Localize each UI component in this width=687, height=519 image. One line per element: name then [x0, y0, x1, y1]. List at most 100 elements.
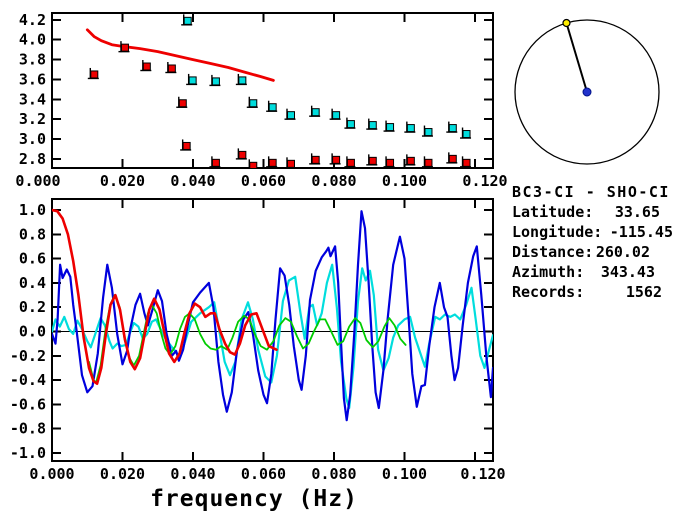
data-point-square [311, 155, 320, 164]
data-point-square [448, 124, 457, 133]
center-station-dot [582, 87, 592, 97]
red-reference-curve [85, 28, 275, 82]
blue-curve [52, 210, 493, 422]
y-tick-label: 2.8 [19, 150, 46, 168]
distance-label: Distance: [512, 243, 593, 261]
x-axis-ticks [51, 199, 476, 461]
y-tick-label: 3.6 [19, 70, 46, 88]
data-point-square [462, 130, 471, 139]
data-point-square [406, 156, 415, 165]
x-tick-label: 0.080 [311, 465, 356, 483]
data-point-square [238, 76, 247, 85]
y-tick-label: 3.0 [19, 130, 46, 148]
y-tick-label: 3.4 [19, 90, 46, 108]
x-tick-label: 0.080 [311, 172, 356, 190]
data-point-square [368, 156, 377, 165]
data-point-square [167, 64, 176, 73]
x-tick-label: 0.100 [382, 465, 427, 483]
azimuth-dial [514, 18, 660, 165]
azimuth-label: Azimuth: [512, 263, 584, 281]
x-tick-label: 0.000 [15, 172, 60, 190]
x-tick-label: 0.060 [241, 465, 286, 483]
x-tick-label: 0.060 [241, 172, 286, 190]
data-point-square [178, 99, 187, 108]
x-tick-label: 0.100 [382, 172, 427, 190]
records-value: 1562 [626, 283, 662, 301]
data-point-square [211, 77, 220, 86]
y-tick-label: 4.2 [19, 11, 46, 29]
y-tick-label: 0.6 [19, 250, 46, 268]
dispersion-plot-canvas[interactable] [52, 13, 493, 168]
data-point-square [268, 103, 277, 112]
longitude-label: Longitude: [512, 223, 602, 241]
data-point-square [424, 128, 433, 137]
y-tick-label: 1.0 [19, 201, 46, 219]
data-point-square [368, 121, 377, 130]
x-tick-label: 0.120 [462, 172, 507, 190]
data-point-square [386, 158, 395, 167]
azimuth-value: 343.43 [601, 263, 655, 281]
plot-frame [51, 12, 494, 169]
spectrum-data-layer [52, 208, 493, 422]
latitude-value: 33.65 [615, 203, 660, 221]
data-point-square [311, 108, 320, 117]
y-tick-label: -0.2 [10, 347, 46, 365]
x-tick-label: 0.020 [100, 172, 145, 190]
data-point-square [182, 141, 191, 150]
data-point-square [268, 158, 277, 167]
y-tick-label: 0.0 [19, 323, 46, 341]
data-point-square [332, 111, 341, 120]
station-info: BC3-CI - SHO-CI Latitude: 33.65 Longitud… [512, 183, 673, 301]
y-tick-label: 3.8 [19, 51, 46, 69]
data-point-square [286, 159, 295, 168]
data-point-square [424, 158, 433, 167]
y-tick-label: 0.4 [19, 274, 46, 292]
azimuth-ring [514, 19, 660, 165]
red-square-series [87, 41, 472, 168]
cyan-curve [52, 263, 493, 410]
data-point-square [211, 158, 220, 167]
y-tick-label: 0.2 [19, 298, 46, 316]
data-point-square [183, 16, 192, 25]
records-label: Records: [512, 283, 584, 301]
x-tick-label: 0.000 [29, 465, 74, 483]
y-tick-label: 0.8 [19, 225, 46, 243]
data-point-square [346, 158, 355, 167]
data-point-square [188, 76, 197, 85]
y-axis-ticks [52, 18, 493, 160]
data-point-square [249, 161, 258, 168]
frequency-axis-label: frequency (Hz) [150, 486, 358, 512]
spectrum-plot-canvas[interactable] [52, 199, 493, 461]
dispersion-plot: 0.000 0.020 0.040 0.060 0.080 0.100 0.120 4.2 4.… [15, 11, 507, 190]
data-point-square [386, 123, 395, 132]
data-point-square [448, 154, 457, 163]
spectrum-plot: 0.000 0.020 0.040 0.060 0.080 0.100 0.120 1.0 0.… [10, 198, 506, 483]
y-tick-label: -0.6 [10, 395, 46, 413]
y-tick-label: -1.0 [10, 444, 46, 462]
y-tick-label: -0.4 [10, 371, 46, 389]
source-station-dot [562, 18, 571, 28]
x-tick-label: 0.040 [170, 172, 215, 190]
x-tick-label: 0.020 [100, 465, 145, 483]
data-point-square [238, 150, 247, 159]
data-point-square [406, 124, 415, 133]
data-point-square [346, 120, 355, 129]
x-tick-label: 0.040 [170, 465, 215, 483]
data-point-square [142, 62, 151, 71]
dispersion-data-layer [85, 14, 472, 168]
y-tick-label: -0.8 [10, 420, 46, 438]
y-tick-label: 3.2 [19, 110, 46, 128]
data-point-square [332, 155, 341, 164]
x-tick-label: 0.120 [460, 465, 505, 483]
distance-value: 260.02 [596, 243, 650, 261]
data-point-square [462, 158, 471, 167]
data-point-square [249, 99, 258, 108]
cyan-square-series [181, 14, 472, 139]
data-point-square [120, 43, 129, 52]
y-tick-label: 4.0 [19, 31, 46, 49]
longitude-value: -115.45 [610, 223, 673, 241]
station-pair-title: BC3-CI - SHO-CI [512, 183, 670, 201]
red-curve [52, 208, 278, 385]
